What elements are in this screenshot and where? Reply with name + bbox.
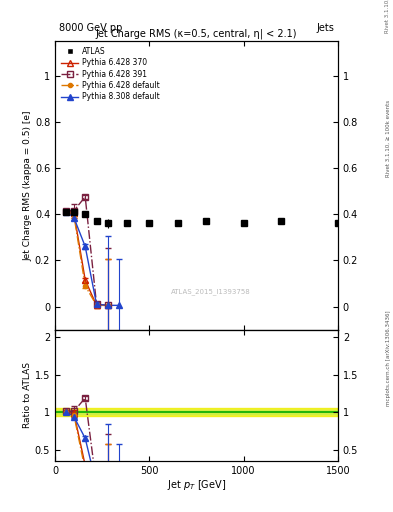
X-axis label: Jet $p_T$ [GeV]: Jet $p_T$ [GeV] <box>167 478 226 493</box>
Text: mcplots.cern.ch [arXiv:1306.3436]: mcplots.cern.ch [arXiv:1306.3436] <box>386 311 391 406</box>
Text: Rivet 3.1.10, ≥ 100k events: Rivet 3.1.10, ≥ 100k events <box>386 100 391 177</box>
Title: Jet Charge RMS (κ=0.5, central, η| < 2.1): Jet Charge RMS (κ=0.5, central, η| < 2.1… <box>96 29 297 39</box>
Legend: ATLAS, Pythia 6.428 370, Pythia 6.428 391, Pythia 6.428 default, Pythia 8.308 de: ATLAS, Pythia 6.428 370, Pythia 6.428 39… <box>59 45 162 103</box>
Text: Jets: Jets <box>316 23 334 33</box>
Text: 8000 GeV pp: 8000 GeV pp <box>59 23 122 33</box>
Text: ATLAS_2015_I1393758: ATLAS_2015_I1393758 <box>171 288 250 295</box>
Y-axis label: Ratio to ATLAS: Ratio to ATLAS <box>23 362 32 428</box>
Y-axis label: Jet Charge RMS (kappa = 0.5) [e]: Jet Charge RMS (kappa = 0.5) [e] <box>23 110 32 261</box>
Text: Rivet 3.1.10, ≥ 100k events: Rivet 3.1.10, ≥ 100k events <box>385 0 389 33</box>
